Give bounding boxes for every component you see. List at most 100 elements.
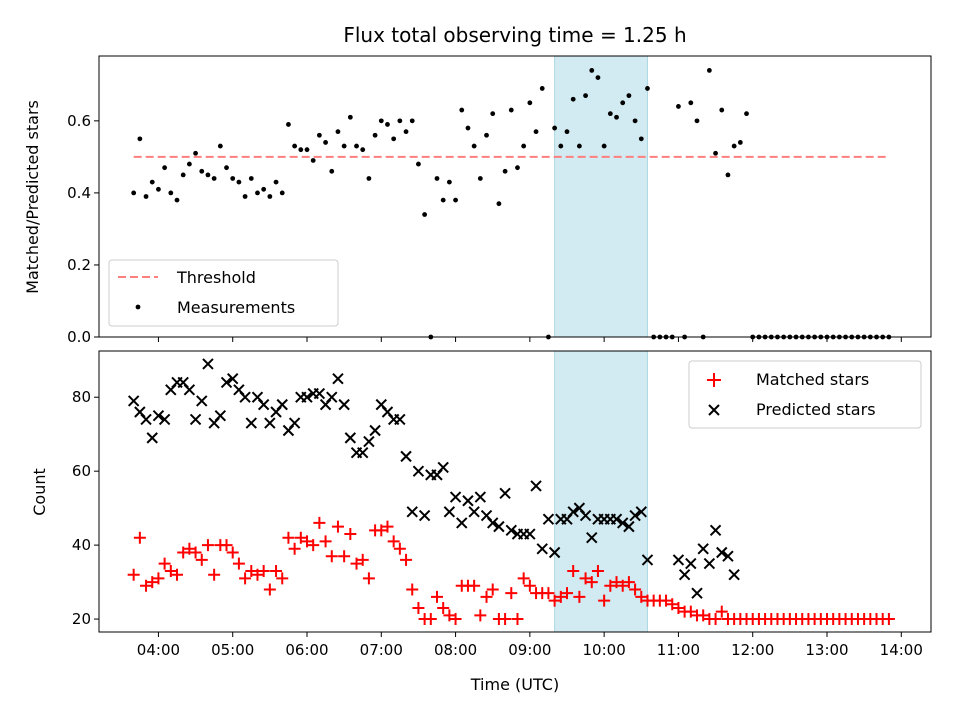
- matched-star-point: [715, 605, 728, 618]
- predicted-star-point: [313, 387, 326, 400]
- top-ylabel: Matched/Predicted stars: [23, 100, 42, 294]
- matched-star-point: [591, 564, 604, 577]
- bot-xtick-label: 11:00: [657, 641, 700, 659]
- matched-star-point: [412, 601, 425, 614]
- matched-star-point: [635, 590, 648, 603]
- top-ytick-label: 0.4: [67, 184, 91, 202]
- measurement-point: [434, 176, 440, 181]
- top-highlight-span: [554, 55, 648, 338]
- measurement-point: [465, 125, 471, 131]
- matched-star-point: [251, 568, 264, 581]
- predicted-star-point: [487, 517, 499, 529]
- predicted-star-point: [394, 413, 406, 426]
- matched-star-point: [400, 553, 413, 566]
- matched-star-point: [573, 590, 586, 603]
- matched-star-point: [684, 605, 697, 618]
- predicted-star-point: [152, 409, 165, 422]
- matched-star-point: [554, 590, 567, 603]
- predicted-star-point: [220, 376, 233, 389]
- matched-star-point: [666, 598, 679, 611]
- measurement-point: [385, 122, 390, 127]
- matched-star-point: [127, 568, 140, 581]
- predicted-star-point: [227, 373, 239, 385]
- matched-star-point: [474, 609, 487, 622]
- measurement-point: [620, 100, 626, 106]
- matched-star-point: [319, 535, 332, 548]
- measurement-point: [638, 136, 644, 142]
- measurement-point: [168, 190, 174, 196]
- matched-star-point: [245, 564, 258, 577]
- measurement-point: [614, 114, 619, 120]
- matched-star-point: [313, 516, 326, 529]
- matched-star-point: [158, 557, 171, 570]
- measurement-point: [416, 161, 421, 167]
- predicted-star-point: [493, 520, 505, 533]
- matched-star-point: [672, 601, 685, 614]
- top-ytick-label: 0.2: [67, 256, 91, 274]
- predicted-star-point: [189, 413, 202, 426]
- matched-star-point: [325, 550, 338, 563]
- predicted-star-point: [202, 358, 214, 370]
- measurement-point: [242, 194, 248, 199]
- predicted-star-point: [140, 413, 152, 426]
- predicted-star-point: [672, 554, 685, 566]
- predicted-star-point: [635, 506, 647, 518]
- bot-ytick-label: 20: [72, 610, 91, 628]
- measurement-point: [366, 176, 372, 181]
- matched-star-point: [177, 546, 190, 559]
- matched-star-point: [146, 576, 159, 589]
- predicted-star-point: [716, 546, 728, 559]
- predicted-star-point: [288, 417, 301, 429]
- predicted-star-point: [406, 506, 418, 518]
- measurement-point: [347, 114, 353, 120]
- matched-star-point: [208, 568, 221, 581]
- matched-star-point: [437, 601, 450, 614]
- matched-star-point: [140, 579, 153, 592]
- predicted-star-point: [685, 557, 697, 570]
- predicted-star-point: [264, 417, 276, 429]
- predicted-star-point: [326, 391, 338, 403]
- matched-star-point: [195, 553, 208, 566]
- predicted-star-point: [437, 461, 449, 474]
- matched-star-point: [338, 550, 351, 563]
- legend-measurements-label: Measurements: [177, 298, 295, 317]
- matched-star-point: [598, 594, 611, 607]
- measurement-point: [477, 176, 483, 181]
- matched-star-point: [362, 572, 375, 585]
- matched-star-point: [183, 542, 196, 555]
- measurement-point: [267, 194, 273, 199]
- matched-star-point: [307, 539, 320, 552]
- measurement-point: [484, 132, 489, 138]
- bottom-ylabel: Count: [30, 468, 49, 516]
- measurement-point: [180, 172, 186, 178]
- matched-star-point: [387, 535, 400, 548]
- measurement-point: [341, 143, 347, 149]
- matched-star-point: [257, 564, 270, 577]
- measurement-point: [490, 111, 496, 117]
- measurement-point: [248, 176, 254, 181]
- matched-star-point: [239, 572, 252, 585]
- predicted-star-point: [239, 391, 251, 403]
- matched-star-point: [171, 568, 183, 581]
- predicted-star-point: [548, 546, 561, 559]
- measurement-point: [292, 143, 298, 149]
- predicted-star-point: [542, 513, 555, 525]
- predicted-star-point: [610, 513, 623, 525]
- predicted-star-point: [344, 432, 357, 444]
- measurement-point: [360, 147, 366, 153]
- top-ytick-label: 0.6: [67, 112, 91, 130]
- measurement-point: [409, 118, 415, 124]
- matched-star-point: [344, 528, 357, 541]
- measurement-point: [186, 161, 192, 167]
- measurement-point: [632, 118, 638, 124]
- predicted-star-point: [536, 543, 548, 555]
- predicted-star-point: [697, 543, 709, 555]
- matched-star-point: [567, 564, 580, 577]
- measurement-point: [502, 168, 508, 174]
- predicted-star-point: [301, 391, 313, 403]
- predicted-star-point: [629, 509, 641, 522]
- measurement-point: [607, 111, 613, 117]
- predicted-star-point: [196, 395, 208, 407]
- measurement-point: [645, 86, 650, 91]
